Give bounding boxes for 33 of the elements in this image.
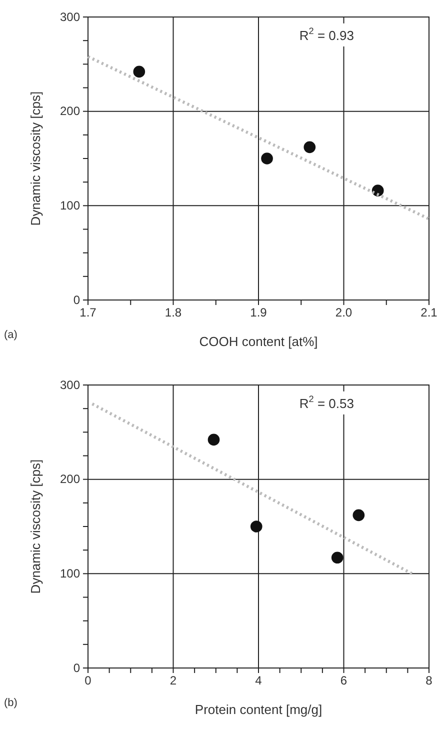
- annotation: R$^{2}$ = 0.53: [299, 394, 354, 412]
- x-tick-label: 4: [255, 674, 262, 688]
- x-tick-label: 0: [84, 674, 92, 688]
- x-axis-title: COOH content [at%]: [199, 334, 318, 349]
- x-axis-title: Protein content [mg/g]: [194, 702, 322, 717]
- y-tick-label: 300: [60, 10, 80, 24]
- annotation: R$^{2}$ = 0.93: [299, 26, 354, 44]
- y-tick-label: 100: [60, 566, 80, 581]
- point: [208, 434, 220, 446]
- x-tick-label: 2: [170, 674, 177, 688]
- text: (b): [4, 697, 18, 709]
- x-tick-label: 6: [340, 674, 348, 688]
- text: (a): [4, 329, 18, 341]
- point: [261, 152, 273, 164]
- x-tick-label: 2.1: [420, 306, 438, 320]
- x-tick-label: 1.8: [164, 306, 182, 320]
- x-tick-label: 1.9: [250, 306, 268, 320]
- y-tick-label: 200: [60, 104, 80, 118]
- y-tick-label: 0: [73, 292, 80, 307]
- y-tick-label: 200: [60, 472, 80, 486]
- y-tick-label: 100: [60, 198, 80, 213]
- y-tick-label: 300: [60, 378, 80, 392]
- point: [304, 141, 316, 154]
- point: [250, 520, 262, 532]
- y-axis-title: Dynamic viscosity [cps]: [28, 459, 43, 594]
- point: [133, 66, 146, 78]
- x-tick-label: 2.0: [335, 306, 352, 320]
- x-tick-label: 1.7: [80, 306, 97, 320]
- y-tick-label: 0: [73, 660, 80, 675]
- x-tick-label: 8: [426, 674, 433, 688]
- point: [352, 509, 365, 522]
- y-axis-title: Dynamic viscosity [cps]: [28, 91, 43, 226]
- point: [331, 552, 344, 564]
